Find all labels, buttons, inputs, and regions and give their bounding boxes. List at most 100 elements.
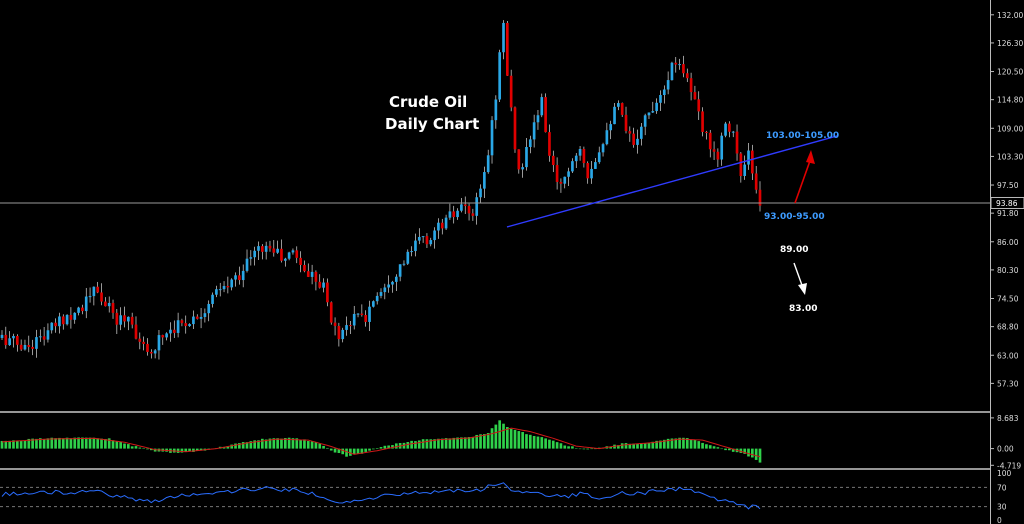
macd-bar <box>647 442 651 449</box>
candle-body <box>61 316 65 325</box>
candle-body <box>184 323 188 327</box>
macd-bar <box>352 448 356 455</box>
macd-bar <box>429 439 433 449</box>
candle-body <box>107 302 111 307</box>
candle-body <box>333 322 337 326</box>
candle-body <box>513 107 517 150</box>
macd-bar <box>368 448 371 451</box>
macd-bar <box>379 447 383 449</box>
macd-bar <box>195 448 199 451</box>
price-tick-label: 97.50 <box>997 181 1019 190</box>
candle-body <box>567 171 570 177</box>
candle-body <box>92 286 96 297</box>
macd-bar <box>310 441 314 449</box>
macd-bar <box>758 448 762 463</box>
macd-bar <box>291 438 295 449</box>
macd-bar <box>58 437 61 449</box>
candle-body <box>73 312 77 320</box>
macd-bar <box>674 438 678 449</box>
candle-body <box>77 307 80 313</box>
candle-body <box>115 312 119 325</box>
candle-body <box>693 92 697 100</box>
macd-bar <box>245 442 249 449</box>
macd-bar <box>318 443 322 449</box>
macd-bar <box>0 440 4 449</box>
macd-bar <box>414 441 417 449</box>
price-tick-label: 126.30 <box>997 39 1023 48</box>
candle-body <box>731 131 735 133</box>
macd-bar <box>574 448 578 449</box>
candle-body <box>685 73 689 79</box>
macd-bar <box>84 437 88 449</box>
candle-body <box>398 264 402 277</box>
candle-body <box>318 281 322 288</box>
macd-bar <box>111 440 115 449</box>
down-arrow-head-icon <box>798 283 807 295</box>
candle-body <box>494 99 498 121</box>
candle-body <box>322 282 325 288</box>
price-tick-label: 120.50 <box>997 68 1023 77</box>
candle-body <box>506 22 509 76</box>
price-tick-label: 86.00 <box>997 238 1019 247</box>
candle-body <box>192 316 195 325</box>
candle-body <box>697 99 701 112</box>
candle-body <box>379 292 383 296</box>
candle-body <box>659 95 662 103</box>
macd-bar <box>222 446 226 449</box>
macd-bar <box>578 448 582 450</box>
trendline[interactable] <box>506 135 839 228</box>
candle-body <box>360 313 364 316</box>
macd-tick-label: 8.683 <box>997 414 1019 423</box>
candle-body <box>632 133 635 145</box>
candle-body <box>613 106 616 125</box>
candle-body <box>639 126 643 139</box>
macd-bar <box>483 434 486 449</box>
candle-body <box>268 245 272 249</box>
candle-body <box>295 250 299 258</box>
candle-body <box>138 338 142 342</box>
price-tick-label: 91.80 <box>997 209 1019 218</box>
candle-body <box>716 151 720 160</box>
macd-bar <box>283 438 287 449</box>
candle-body <box>264 245 268 252</box>
candle-body <box>720 135 724 160</box>
candle-body <box>724 123 727 136</box>
candle-body <box>364 315 368 322</box>
macd-bar <box>693 439 697 449</box>
rsi-tick-label: 100 <box>997 469 1012 478</box>
candle-body <box>23 344 27 350</box>
candle-body <box>314 271 318 282</box>
candle-body <box>276 248 279 253</box>
macd-bar <box>184 448 188 452</box>
rsi-tick-label: 70 <box>997 483 1007 492</box>
candle-body <box>509 75 513 108</box>
rsi-panel: 100 70 30 0 <box>0 469 1012 524</box>
candle-body <box>601 144 605 153</box>
macd-bar <box>130 446 134 449</box>
candle-body <box>368 306 371 322</box>
candle-body <box>502 22 505 53</box>
macd-bar <box>280 438 283 449</box>
macd-bar <box>268 438 272 449</box>
macd-bar <box>257 440 260 449</box>
candle-body <box>440 222 444 229</box>
candle-body <box>165 333 168 338</box>
macd-bar <box>567 446 570 449</box>
support-arrow-up <box>794 157 812 204</box>
macd-bar <box>326 447 329 449</box>
macd-bar <box>620 443 624 449</box>
macd-bar <box>234 443 237 449</box>
candle-body <box>574 155 578 162</box>
macd-bar <box>456 437 459 449</box>
macd-bar <box>502 423 505 449</box>
macd-bar <box>586 448 590 450</box>
candle-body <box>172 329 176 333</box>
candle-body <box>701 111 704 132</box>
candle-body <box>479 188 482 198</box>
macd-bar <box>54 438 57 449</box>
price-tick-label: 109.00 <box>997 124 1023 133</box>
macd-bar <box>329 448 333 451</box>
macd-bar <box>513 429 517 449</box>
macd-tick-label: -4.719 <box>997 461 1021 470</box>
macd-bar <box>146 448 149 450</box>
